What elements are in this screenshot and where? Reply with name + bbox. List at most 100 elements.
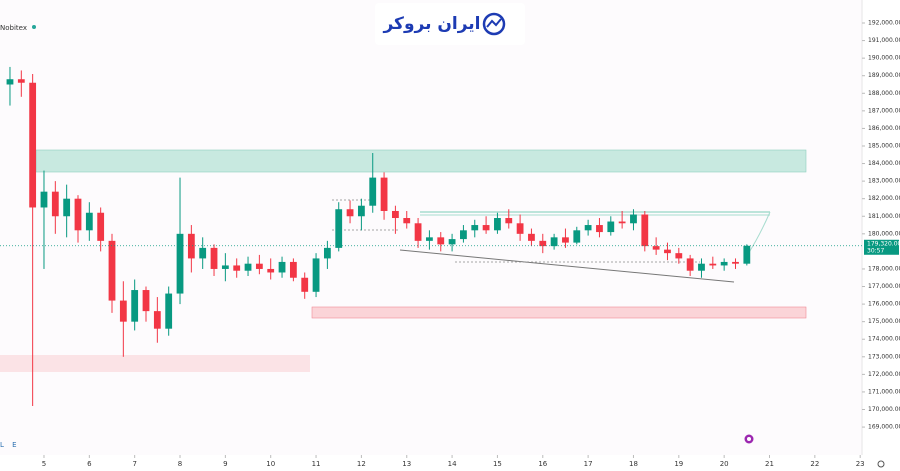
candle-body — [618, 221, 626, 224]
candle-body — [414, 223, 422, 241]
candle-body — [97, 212, 105, 241]
candle-body — [664, 249, 671, 254]
y-tick-label: 174,000.00 — [868, 336, 900, 343]
candle-body — [312, 258, 320, 292]
x-tick-label: 16 — [538, 460, 547, 468]
candle-body — [17, 79, 25, 83]
candle-body — [528, 233, 535, 241]
y-tick-label: 180,000.00 — [868, 230, 900, 237]
candle-body — [482, 225, 490, 231]
candle-body — [596, 225, 603, 233]
candle-body — [244, 263, 252, 271]
y-tick-label: 171,000.00 — [868, 388, 900, 395]
x-tick-label: 14 — [448, 460, 457, 468]
candle-body — [165, 293, 173, 329]
candle-body — [426, 237, 433, 241]
x-tick-label: 23 — [856, 460, 865, 468]
y-tick-label: 170,000.00 — [868, 406, 900, 413]
y-tick-label: 189,000.00 — [868, 72, 900, 79]
axes: 192,000.00 191,000.00 190,000.00 189,000.00… — [42, 20, 900, 468]
candle-body — [6, 79, 14, 85]
y-tick-label: 182,000.00 — [868, 195, 900, 202]
supply-zone — [35, 149, 807, 173]
price-label-box — [864, 239, 899, 255]
candle-body — [346, 209, 354, 217]
x-tick-label: 6 — [87, 460, 92, 468]
plot-background — [0, 0, 862, 455]
candle-body — [539, 240, 547, 247]
candle-body — [210, 247, 218, 269]
x-tick-label: 7 — [132, 460, 136, 468]
candle-body — [221, 265, 229, 269]
candle-body — [199, 247, 207, 259]
candle-body — [471, 225, 479, 231]
status-dot — [32, 25, 36, 29]
candle-body — [40, 191, 48, 208]
candle-body — [675, 253, 683, 259]
candle-body — [698, 263, 705, 271]
y-tick-label: 184,000.00 — [868, 160, 900, 167]
settings-icon[interactable] — [877, 460, 885, 468]
candle-body — [403, 218, 411, 224]
x-tick-label: 13 — [402, 460, 411, 468]
y-tick-label: 175,000.00 — [868, 318, 900, 325]
y-tick-label: 188,000.00 — [868, 90, 900, 97]
candle-body — [743, 245, 751, 264]
candle-body — [187, 233, 195, 259]
x-tick-label: 9 — [223, 460, 227, 468]
candle-body — [369, 177, 377, 206]
candle-body — [641, 214, 649, 247]
x-tick-label: 17 — [584, 460, 593, 468]
candle-body — [392, 210, 399, 219]
y-tick-label: 185,000.00 — [868, 142, 900, 149]
y-tick-label: 176,000.00 — [868, 301, 900, 308]
x-tick-label: 18 — [629, 460, 638, 468]
candle-body — [460, 230, 467, 240]
candle-body — [652, 246, 660, 250]
candle-body — [437, 237, 445, 245]
x-tick-label: 21 — [765, 460, 774, 468]
candle-body — [142, 290, 150, 312]
y-tick-label: 181,000.00 — [868, 213, 900, 220]
x-tick-label: 11 — [312, 460, 321, 468]
y-tick-label: 169,000.00 — [868, 424, 900, 431]
candle-body — [85, 212, 93, 231]
candle-body — [686, 258, 694, 271]
candle-body — [732, 261, 739, 264]
x-tick-label: 10 — [266, 460, 275, 468]
y-tick-label: 183,000.00 — [868, 178, 900, 185]
candle-body — [357, 205, 365, 217]
event-icon-center — [747, 437, 751, 441]
logo-arrow — [486, 18, 502, 28]
y-tick-label: 191,000.00 — [868, 37, 900, 44]
candle-body — [278, 261, 286, 273]
price-axis-area — [862, 0, 900, 471]
candle-body — [562, 237, 569, 243]
trend-line — [399, 249, 735, 283]
candle-body — [709, 263, 717, 266]
symbol: Nobitex — [0, 24, 27, 32]
candle-body — [233, 265, 241, 271]
y-tick-label: 186,000.00 — [868, 125, 900, 132]
x-tick-label: 20 — [720, 460, 729, 468]
candle-body — [573, 230, 581, 243]
candle-body — [584, 225, 592, 231]
candle-body — [29, 82, 37, 208]
x-tick-label: 22 — [810, 460, 819, 468]
y-tick-label: 173,000.00 — [868, 353, 900, 360]
watermark: ایران بروکر — [382, 14, 480, 34]
candle-body — [516, 223, 524, 234]
candle-body — [720, 261, 728, 266]
price-label: 179,320.00 — [867, 240, 900, 247]
countdown: 30:57 — [867, 247, 884, 254]
candle-body — [607, 221, 615, 233]
candle-body — [51, 191, 59, 217]
candle-body — [176, 233, 184, 294]
y-tick-label: 192,000.00 — [868, 20, 900, 27]
y-tick-label: 178,000.00 — [868, 265, 900, 272]
footer-text: L E — [0, 441, 20, 449]
old-zone — [0, 355, 310, 372]
candle-body — [119, 300, 127, 322]
